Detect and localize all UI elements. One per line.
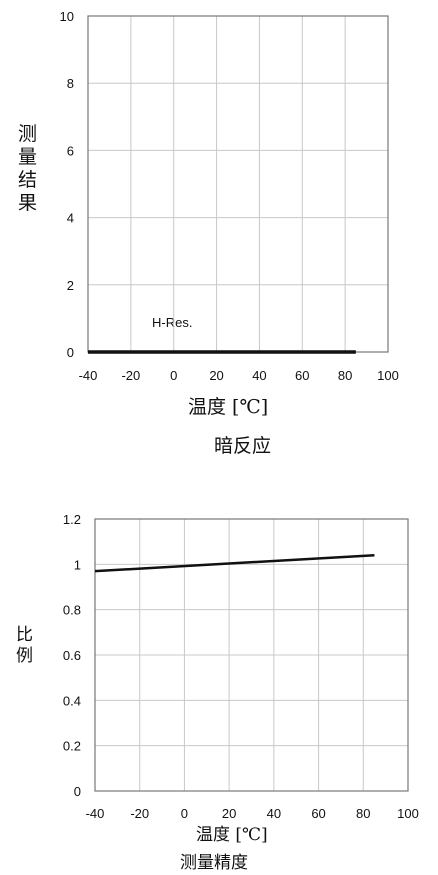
- chart2-y-axis-label: 比例: [16, 625, 33, 666]
- chart1-x-axis-label: 温度 [℃]: [188, 396, 268, 418]
- chart1-y-tick-label: 2: [67, 278, 74, 293]
- chart1-y-tick-label: 4: [67, 211, 74, 226]
- chart2-plot-frame: [94, 518, 409, 792]
- chart2-x-tick-label: -40: [86, 806, 105, 821]
- chart1-x-tick-label: 0: [170, 368, 177, 383]
- chart2-y-tick-label: 0.6: [63, 648, 81, 663]
- chart1-x-tick-label: 80: [338, 368, 352, 383]
- chart2-series-line-0: [94, 554, 375, 573]
- chart2-y-tick-label: 0.2: [63, 739, 81, 754]
- chart2-y-tick-label: 0: [74, 784, 81, 799]
- chart1-y-tick-label: 0: [67, 345, 74, 360]
- chart1-x-tick-label: 100: [377, 368, 399, 383]
- chart2-y-tick-label: 0.8: [63, 603, 81, 618]
- chart2-y-tick-label: 0.4: [63, 693, 81, 708]
- chart1-plot-frame: [87, 15, 389, 353]
- chart2-x-tick-label: 60: [311, 806, 325, 821]
- chart1-x-tick-label: 40: [252, 368, 266, 383]
- chart1-y-tick-label: 6: [67, 143, 74, 158]
- chart2-y-tick-label: 1: [74, 557, 81, 572]
- chart2-y-tick-label: 1.2: [63, 512, 81, 527]
- chart2-x-tick-label: 100: [397, 806, 419, 821]
- chart1-x-tick-label: -20: [121, 368, 140, 383]
- chart1-x-tick-label: 60: [295, 368, 309, 383]
- chart2-x-tick-label: 20: [222, 806, 236, 821]
- chart1-series-label: H-Res.: [152, 315, 192, 330]
- chart2-x-axis-label: 温度 [℃]: [196, 825, 268, 845]
- chart1-y-axis-label: 测量结果: [18, 123, 37, 214]
- chart1-title: 暗反应: [214, 435, 271, 457]
- chart2-x-tick-label: 40: [267, 806, 281, 821]
- chart2-title: 测量精度: [180, 853, 248, 873]
- chart1-y-tick-label: 8: [67, 76, 74, 91]
- chart2-x-tick-label: 80: [356, 806, 370, 821]
- chart1-x-tick-label: -40: [79, 368, 98, 383]
- chart2-x-tick-label: 0: [181, 806, 188, 821]
- chart1-y-tick-label: 10: [60, 9, 74, 24]
- chart1-x-tick-label: 20: [209, 368, 223, 383]
- chart2-x-tick-label: -20: [130, 806, 149, 821]
